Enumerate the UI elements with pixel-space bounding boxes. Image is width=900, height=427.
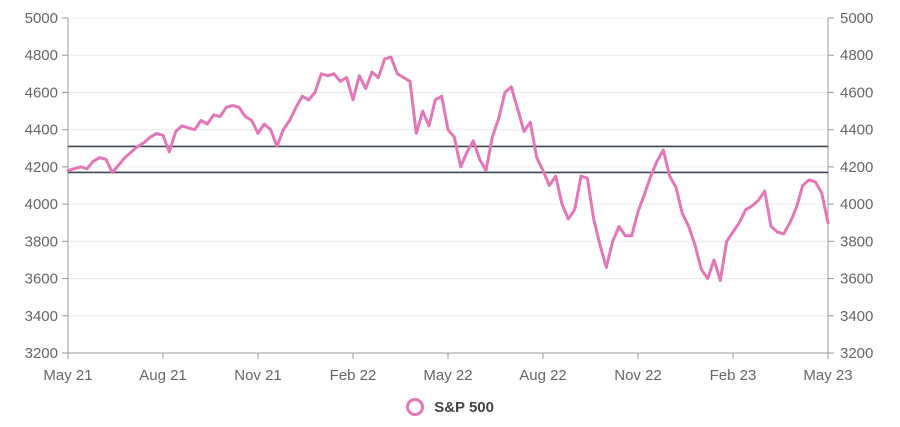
legend[interactable]: S&P 500 (0, 398, 900, 416)
x-tick-label: May 23 (803, 367, 852, 384)
grid-lines (68, 17, 828, 354)
y-tick-label-right: 4400 (840, 122, 873, 139)
y-tick-label-right: 3800 (840, 233, 873, 250)
y-tick-label-left: 3800 (25, 233, 58, 250)
tick-labels: 3200 3200 3400 3400 3600 3600 3800 3800 4000 4000… (25, 10, 874, 384)
y-tick-label-left: 4200 (25, 159, 58, 176)
y-tick-label-left: 3400 (25, 308, 58, 325)
x-tick-label: May 22 (423, 367, 472, 384)
y-tick-label-left: 3600 (25, 271, 58, 288)
y-tick-label-right: 4000 (840, 196, 873, 213)
series-line (66, 55, 830, 282)
y-tick-label-right: 4800 (840, 47, 873, 64)
x-tick-label: Nov 21 (234, 367, 282, 384)
y-tick-label-right: 4600 (840, 84, 873, 101)
y-tick-label-right: 3400 (840, 308, 873, 325)
legend-label: S&P 500 (434, 399, 494, 416)
y-tick-label-left: 5000 (25, 10, 58, 27)
axes (62, 17, 834, 359)
x-tick-label: Aug 22 (519, 367, 567, 384)
x-tick-label: May 21 (43, 367, 92, 384)
line-chart: 3200 3200 3400 3400 3600 3600 3800 3800 4000 4000… (25, 10, 874, 384)
y-tick-label-right: 4200 (840, 159, 873, 176)
x-tick-label: Nov 22 (614, 367, 662, 384)
series-group (66, 55, 830, 282)
x-tick-label: Aug 21 (139, 367, 187, 384)
reference-lines (68, 145, 828, 174)
y-tick-label-left: 4600 (25, 84, 58, 101)
y-tick-label-left: 4000 (25, 196, 58, 213)
y-tick-label-right: 3600 (840, 271, 873, 288)
y-tick-label-right: 3200 (840, 345, 873, 362)
y-tick-label-left: 4400 (25, 122, 58, 139)
y-tick-label-right: 5000 (840, 10, 873, 27)
legend-marker-icon (406, 398, 425, 416)
y-tick-label-left: 3200 (25, 345, 58, 362)
y-tick-label-left: 4800 (25, 47, 58, 64)
x-tick-label: Feb 23 (710, 367, 757, 384)
x-tick-label: Feb 22 (330, 367, 377, 384)
